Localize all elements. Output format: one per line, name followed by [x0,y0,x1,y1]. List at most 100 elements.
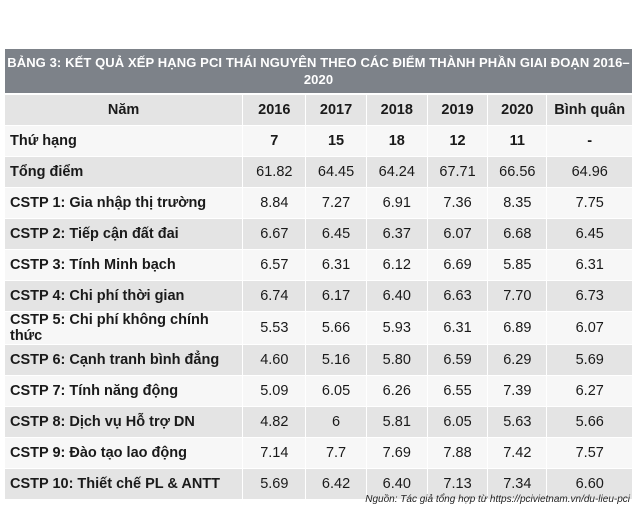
column-header: 2020 [488,95,548,126]
table-cell: 7.70 [488,281,548,312]
table-cell: 6.40 [366,281,428,312]
row-label: CSTP 7: Tính năng động [5,376,244,407]
table-cell: 12 [427,126,489,157]
table-cell: 6.26 [366,376,428,407]
table-cell: 4.60 [243,345,307,376]
table-row: CSTP 2: Tiếp cận đất đai 6.67 6.45 6.37 6.07… [5,219,632,250]
table-cell: 5.69 [547,345,632,376]
row-label: CSTP 9: Đào tạo lao động [5,438,244,469]
table-cell: 6.27 [547,376,632,407]
table-body: Thứ hạng 7 15 18 12 11- Tổng điểm 61.82 64.45 64.… [5,126,632,500]
table-cell: 4.82 [243,407,307,438]
table-cell: - [547,126,632,157]
column-header: Bình quân [547,95,632,126]
table-row: CSTP 8: Dịch vụ Hỗ trợ DN 4.82 6 5.81 6.05 5.… [5,407,632,438]
table-cell: 5.09 [243,376,307,407]
table-cell: 7.39 [488,376,548,407]
table-row: Thứ hạng 7 15 18 12 11- [5,126,632,157]
table-cell: 6 [306,407,367,438]
table-cell: 5.80 [366,345,428,376]
table-cell: 5.85 [488,250,548,281]
table-cell: 5.16 [306,345,367,376]
table-cell: 11 [488,126,548,157]
table-cell: 7.14 [243,438,307,469]
table-cell: 67.71 [427,157,489,188]
table-cell: 61.82 [243,157,307,188]
table-cell: 7.27 [306,188,367,219]
table-cell: 18 [366,126,428,157]
table-cell: 64.24 [366,157,428,188]
table-cell: 5.66 [306,312,367,345]
table-cell: 7.13 [427,469,489,500]
table-cell: 6.31 [427,312,489,345]
table-cell: 6.91 [366,188,428,219]
table-cell: 6.07 [427,219,489,250]
table-cell: 5.93 [366,312,428,345]
table-cell: 7 [243,126,307,157]
row-label: CSTP 2: Tiếp cận đất đai [5,219,244,250]
table-cell: 7.69 [366,438,428,469]
table-cell: 15 [306,126,367,157]
table-cell: 6.31 [306,250,367,281]
table-cell: 7.42 [488,438,548,469]
table-cell: 6.68 [488,219,548,250]
table-cell: 7.75 [547,188,632,219]
table-cell: 6.17 [306,281,367,312]
table-cell: 6.37 [366,219,428,250]
row-label: CSTP 6: Cạnh tranh bình đẳng [5,345,244,376]
table-cell: 6.05 [427,407,489,438]
table-row: CSTP 7: Tính năng động 5.09 6.05 6.26 6.55 7.… [5,376,632,407]
source-note: Nguồn: Tác giả tổng hợp từ https://pcivi… [365,494,630,505]
table-cell: 6.69 [427,250,489,281]
table-cell: 6.29 [488,345,548,376]
pci-ranking-table: Năm 2016 2017 2018 2019 2020 Bình quân T… [5,95,632,500]
column-header: 2019 [427,95,489,126]
row-label: CSTP 5: Chi phí không chính thức [5,312,244,345]
column-header: 2016 [243,95,307,126]
row-label: Thứ hạng [5,126,244,157]
table-row: CSTP 4: Chi phí thời gian 6.74 6.17 6.40 6.6… [5,281,632,312]
table-cell: 6.73 [547,281,632,312]
table-row: CSTP 9: Đào tạo lao động 7.14 7.7 7.69 7.88 7… [5,438,632,469]
table-cell: 6.60 [547,469,632,500]
table-row: CSTP 1: Gia nhập thị trường 8.84 7.27 6.91 7… [5,188,632,219]
table-cell: 5.81 [366,407,428,438]
table-cell: 7.34 [488,469,548,500]
table-cell: 6.12 [366,250,428,281]
row-label: CSTP 1: Gia nhập thị trường [5,188,244,219]
table-row: Tổng điểm 61.82 64.45 64.24 67.71 66.56 64.96 [5,157,632,188]
table-cell: 6.42 [306,469,367,500]
table-cell: 6.31 [547,250,632,281]
table-cell: 66.56 [488,157,548,188]
table-cell: 6.89 [488,312,548,345]
table-cell: 6.63 [427,281,489,312]
column-header: 2017 [306,95,367,126]
table-cell: 6.45 [547,219,632,250]
table-row: CSTP 6: Cạnh tranh bình đẳng 4.60 5.16 5.80… [5,345,632,376]
header-row: Năm 2016 2017 2018 2019 2020 Bình quân [5,95,632,126]
table-cell: 5.53 [243,312,307,345]
column-header: 2018 [366,95,428,126]
table-cell: 7.88 [427,438,489,469]
table-cell: 6.40 [366,469,428,500]
row-label: CSTP 4: Chi phí thời gian [5,281,244,312]
table-cell: 6.45 [306,219,367,250]
row-label: CSTP 3: Tính Minh bạch [5,250,244,281]
table-cell: 6.67 [243,219,307,250]
table-cell: 6.74 [243,281,307,312]
table-cell: 6.59 [427,345,489,376]
table-cell: 64.45 [306,157,367,188]
table-cell: 8.35 [488,188,548,219]
table-title-banner: BẢNG 3: KẾT QUẢ XẾP HẠNG PCI THÁI NGUYÊN… [5,49,632,93]
table-cell: 7.57 [547,438,632,469]
table-cell: 5.63 [488,407,548,438]
table-cell: 6.07 [547,312,632,345]
table-cell: 7.7 [306,438,367,469]
table-cell: 7.36 [427,188,489,219]
column-header: Năm [5,95,244,126]
table-cell: 8.84 [243,188,307,219]
table-row: CSTP 3: Tính Minh bạch 6.57 6.31 6.12 6.69 5.… [5,250,632,281]
table-cell: 6.57 [243,250,307,281]
table-cell: 5.69 [243,469,307,500]
